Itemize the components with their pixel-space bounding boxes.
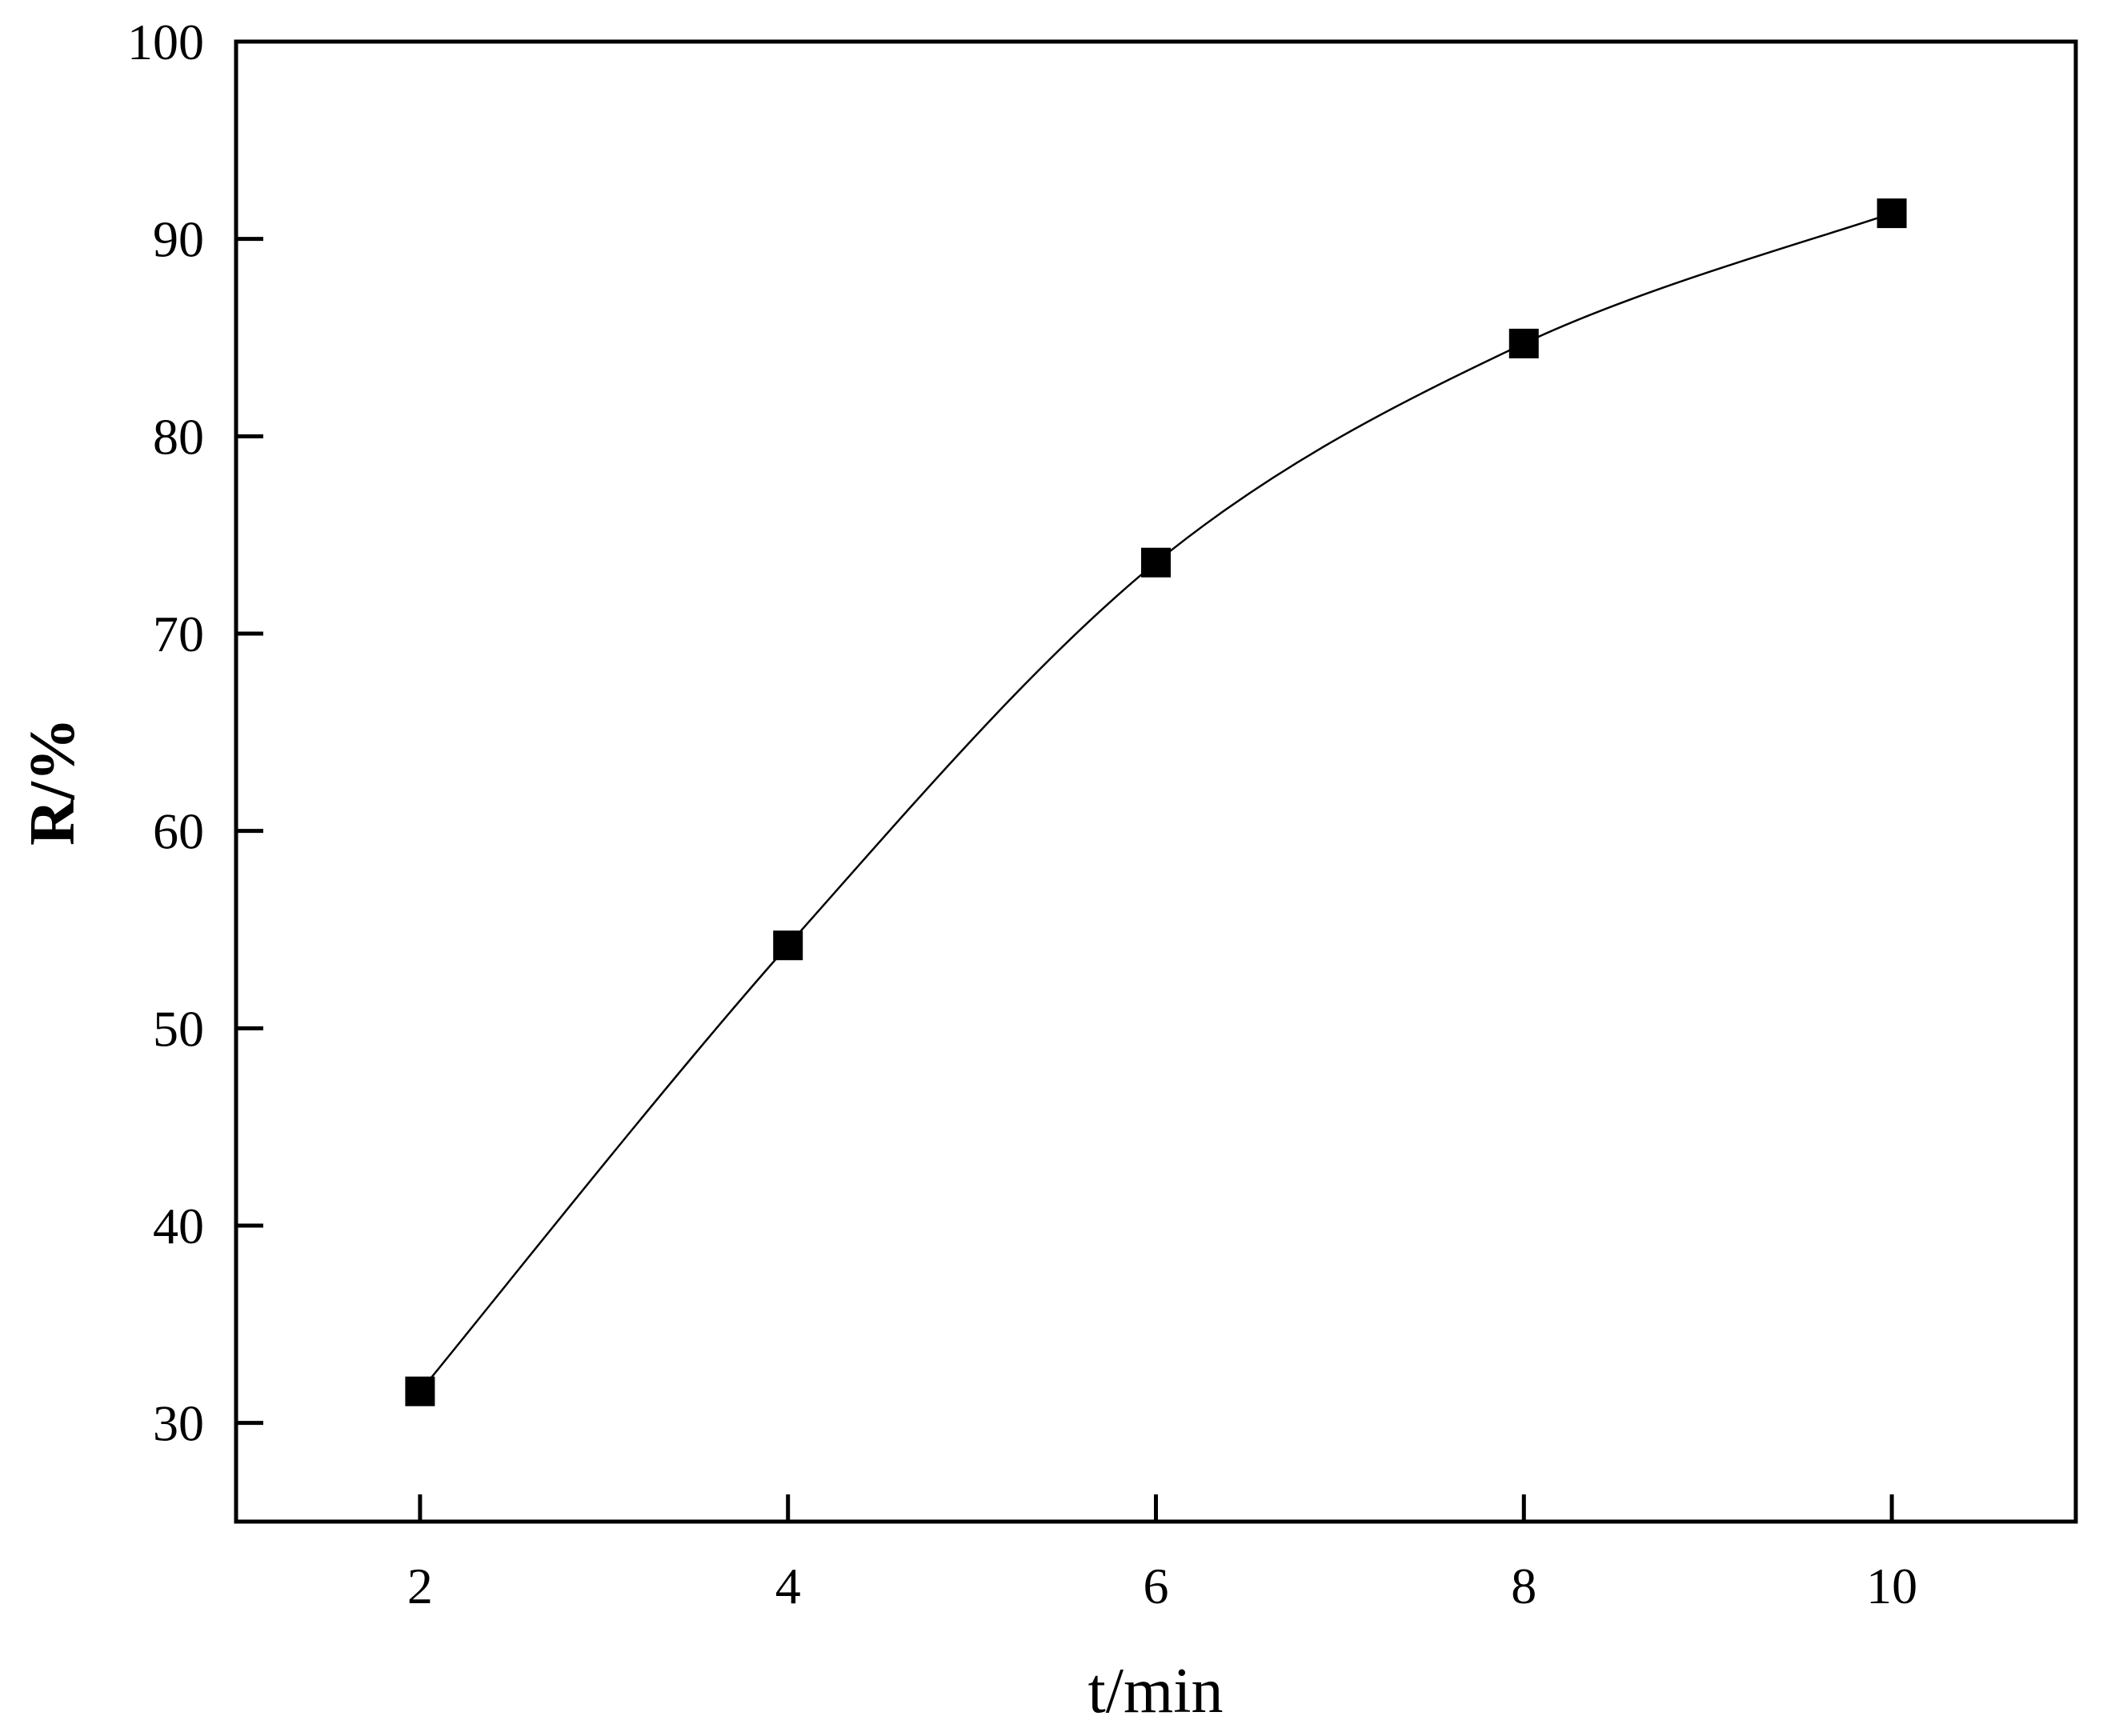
y-tick-label: 100 xyxy=(127,14,204,70)
x-tick-label: 2 xyxy=(407,1558,433,1614)
plot-frame xyxy=(234,39,2078,1524)
marker xyxy=(773,930,803,961)
y-tick-label: 30 xyxy=(153,1395,204,1452)
y-axis-label: R/% xyxy=(18,718,88,846)
y-tick-label: 40 xyxy=(153,1198,204,1254)
x-tick-label: 6 xyxy=(1144,1558,1169,1614)
y-tick-label: 80 xyxy=(153,408,204,465)
x-axis-label: t/min xyxy=(1088,1656,1224,1726)
marker xyxy=(1877,198,1907,229)
fit-line xyxy=(419,212,1893,1392)
marker xyxy=(1508,328,1539,358)
x-tick-label: 4 xyxy=(775,1558,801,1614)
y-tick-label: 90 xyxy=(153,211,204,268)
marker xyxy=(1141,547,1171,578)
y-tick-label: 60 xyxy=(153,803,204,860)
x-tick-label: 10 xyxy=(1866,1558,1917,1614)
y-tick-label: 70 xyxy=(153,606,204,662)
y-tick-label: 50 xyxy=(153,1000,204,1057)
x-tick-label: 8 xyxy=(1511,1558,1536,1614)
marker xyxy=(405,1376,435,1406)
